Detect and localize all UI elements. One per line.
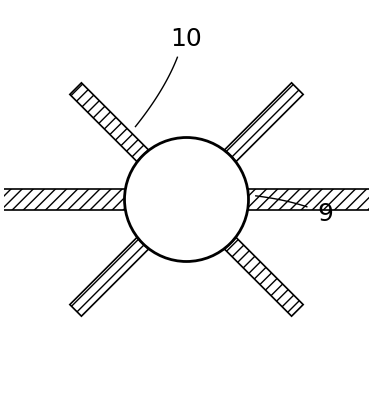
Polygon shape (225, 237, 303, 316)
Polygon shape (248, 190, 373, 209)
Polygon shape (70, 83, 148, 162)
Polygon shape (225, 83, 303, 162)
Polygon shape (0, 190, 125, 209)
Text: 9: 9 (317, 202, 333, 226)
Text: 10: 10 (170, 27, 203, 51)
Circle shape (125, 138, 248, 261)
Polygon shape (70, 237, 148, 316)
